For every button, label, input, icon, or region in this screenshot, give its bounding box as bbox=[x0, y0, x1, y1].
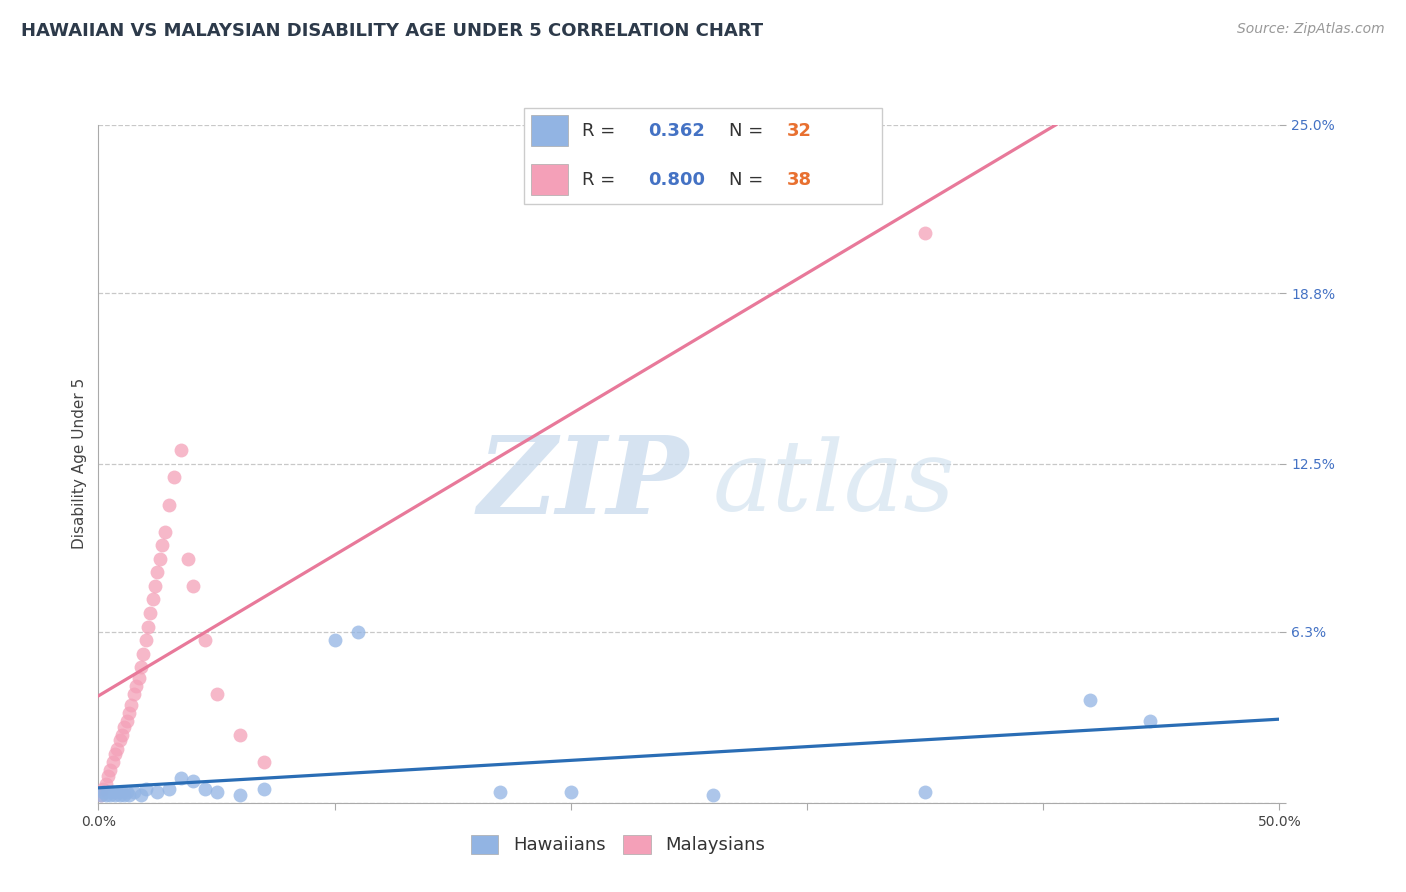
Point bbox=[112, 720, 135, 734]
Point bbox=[97, 785, 120, 799]
Point bbox=[98, 788, 121, 802]
Point bbox=[560, 785, 582, 799]
Point bbox=[194, 633, 217, 648]
Point bbox=[347, 624, 370, 639]
Point bbox=[111, 728, 134, 742]
Point bbox=[111, 785, 134, 799]
Point bbox=[112, 788, 135, 802]
Text: R =: R = bbox=[582, 121, 621, 139]
Point bbox=[157, 498, 180, 512]
Point bbox=[122, 687, 145, 701]
Point bbox=[205, 785, 228, 799]
Point bbox=[101, 785, 124, 799]
Point bbox=[91, 782, 114, 797]
Point bbox=[136, 619, 159, 633]
Point bbox=[170, 443, 193, 458]
Point bbox=[914, 227, 936, 241]
Point bbox=[157, 782, 180, 797]
Text: HAWAIIAN VS MALAYSIAN DISABILITY AGE UNDER 5 CORRELATION CHART: HAWAIIAN VS MALAYSIAN DISABILITY AGE UND… bbox=[21, 22, 763, 40]
Point bbox=[105, 785, 128, 799]
Point bbox=[181, 579, 204, 593]
Text: 38: 38 bbox=[787, 170, 813, 188]
Point bbox=[115, 785, 138, 799]
Point bbox=[129, 660, 152, 674]
Point bbox=[128, 671, 150, 685]
Point bbox=[143, 579, 166, 593]
Point bbox=[122, 785, 145, 799]
Text: 32: 32 bbox=[787, 121, 813, 139]
Y-axis label: Disability Age Under 5: Disability Age Under 5 bbox=[72, 378, 87, 549]
FancyBboxPatch shape bbox=[531, 115, 568, 146]
Point bbox=[135, 633, 157, 648]
Point bbox=[181, 774, 204, 789]
Point bbox=[91, 785, 114, 799]
Point bbox=[146, 785, 169, 799]
Point bbox=[146, 566, 169, 580]
Text: N =: N = bbox=[728, 170, 769, 188]
Point bbox=[914, 785, 936, 799]
Point bbox=[104, 747, 127, 761]
Point bbox=[153, 524, 176, 539]
Point bbox=[125, 679, 148, 693]
Point bbox=[194, 782, 217, 797]
Point bbox=[702, 788, 724, 802]
FancyBboxPatch shape bbox=[524, 108, 882, 204]
Point bbox=[115, 714, 138, 729]
Point bbox=[177, 551, 200, 566]
Point bbox=[132, 647, 155, 661]
Point bbox=[163, 470, 186, 484]
Point bbox=[253, 782, 276, 797]
Point bbox=[105, 741, 128, 756]
Point bbox=[489, 785, 512, 799]
Text: ZIP: ZIP bbox=[478, 431, 689, 537]
Point bbox=[1080, 692, 1102, 706]
Text: Source: ZipAtlas.com: Source: ZipAtlas.com bbox=[1237, 22, 1385, 37]
Text: 0.362: 0.362 bbox=[648, 121, 704, 139]
Text: N =: N = bbox=[728, 121, 769, 139]
Point bbox=[90, 788, 112, 802]
Point bbox=[101, 755, 124, 769]
Point bbox=[104, 788, 127, 802]
Point bbox=[97, 769, 120, 783]
Point bbox=[170, 772, 193, 786]
Text: 0.800: 0.800 bbox=[648, 170, 706, 188]
Text: R =: R = bbox=[582, 170, 621, 188]
Point bbox=[94, 788, 117, 802]
Point bbox=[118, 788, 141, 802]
Point bbox=[90, 788, 112, 802]
Point bbox=[323, 633, 346, 648]
Text: atlas: atlas bbox=[713, 436, 955, 532]
Point bbox=[229, 728, 252, 742]
Point bbox=[129, 788, 152, 802]
Legend: Hawaiians, Malaysians: Hawaiians, Malaysians bbox=[464, 828, 772, 862]
Point bbox=[205, 687, 228, 701]
Point bbox=[253, 755, 276, 769]
Point bbox=[98, 764, 121, 778]
Point bbox=[139, 606, 162, 620]
Point bbox=[121, 698, 143, 713]
Point bbox=[108, 733, 131, 747]
Point bbox=[149, 551, 172, 566]
Point bbox=[118, 706, 141, 721]
Point bbox=[150, 538, 173, 552]
Point bbox=[142, 592, 165, 607]
Point bbox=[1139, 714, 1161, 729]
Point bbox=[108, 788, 131, 802]
FancyBboxPatch shape bbox=[531, 164, 568, 195]
Point bbox=[229, 788, 252, 802]
Point bbox=[94, 777, 117, 791]
Point bbox=[135, 782, 157, 797]
